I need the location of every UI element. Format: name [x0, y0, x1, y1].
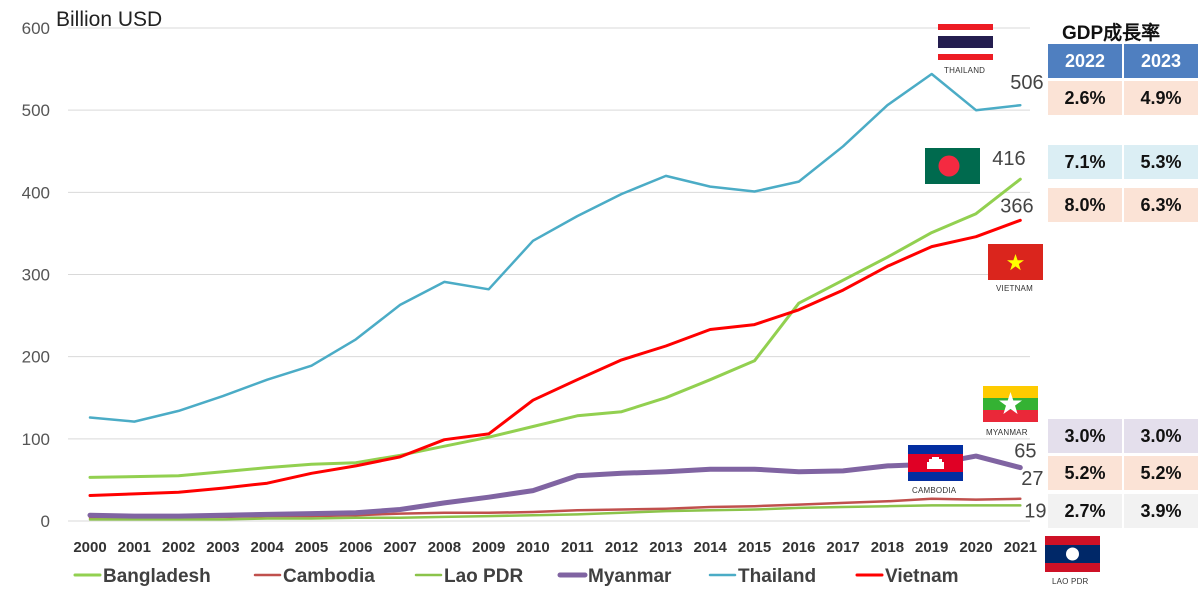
- growth-col-2023-header: 2023: [1124, 44, 1198, 78]
- cambodia-flag-label: CAMBODIA: [912, 486, 957, 495]
- end-data-label: 506: [1010, 72, 1043, 94]
- x-tick-label: 2001: [118, 539, 151, 556]
- growth-cell-2022: 2.6%: [1048, 81, 1122, 115]
- growth-cell-2023: 5.3%: [1124, 145, 1198, 179]
- y-tick-label: 100: [22, 430, 50, 449]
- x-tick-label: 2017: [826, 539, 859, 556]
- x-tick-label: 2011: [561, 539, 594, 556]
- x-tick-label: 2003: [206, 539, 239, 556]
- y-tick-label: 600: [22, 19, 50, 38]
- growth-cell-2022: 5.2%: [1048, 456, 1122, 490]
- growth-cell-2022: 3.0%: [1048, 419, 1122, 453]
- legend-label: Lao PDR: [444, 566, 523, 587]
- end-data-label: 19: [1024, 500, 1046, 522]
- y-tick-label: 0: [41, 512, 50, 531]
- y-tick-label: 200: [22, 348, 50, 367]
- growth-cell-2023: 3.9%: [1124, 494, 1198, 528]
- y-tick-label: 400: [22, 183, 50, 202]
- x-tick-label: 2007: [383, 539, 416, 556]
- legend-label: Bangladesh: [103, 566, 211, 587]
- x-tick-label: 2004: [251, 539, 285, 556]
- thailand-flag-label: THAILAND: [944, 66, 986, 75]
- series-line-lao-pdr: [88, 504, 1022, 521]
- laos-flag-label: LAO PDR: [1052, 577, 1089, 586]
- x-tick-label: 2008: [428, 539, 461, 556]
- growth-cell-2023: 3.0%: [1124, 419, 1198, 453]
- x-tick-label: 2006: [339, 539, 372, 556]
- x-tick-label: 2005: [295, 539, 328, 556]
- legend-label: Thailand: [738, 566, 816, 587]
- x-tick-label: 2013: [649, 539, 682, 556]
- legend-label: Cambodia: [283, 566, 375, 587]
- series-line-bangladesh: [88, 177, 1022, 479]
- myanmar-flag-icon: [983, 386, 1038, 422]
- growth-cell-2023: 5.2%: [1124, 456, 1198, 490]
- growth-col-2022-header: 2022: [1048, 44, 1122, 78]
- myanmar-flag-label: MYANMAR: [986, 428, 1028, 437]
- x-tick-label: 2010: [516, 539, 549, 556]
- end-data-label: 65: [1014, 441, 1036, 463]
- x-tick-label: 2000: [73, 539, 106, 556]
- growth-cell-2023: 4.9%: [1124, 81, 1198, 115]
- legend-label: Vietnam: [885, 566, 959, 587]
- vietnam-flag-icon: [988, 244, 1043, 280]
- x-tick-label: 2019: [915, 539, 948, 556]
- x-tick-label: 2002: [162, 539, 195, 556]
- growth-cell-2023: 6.3%: [1124, 188, 1198, 222]
- growth-cell-2022: 7.1%: [1048, 145, 1122, 179]
- series-line-vietnam: [88, 218, 1022, 497]
- legend-label: Myanmar: [588, 566, 672, 587]
- y-tick-label: 500: [22, 101, 50, 120]
- cambodia-flag-icon: [908, 445, 963, 481]
- growth-table-title: GDP成長率: [1062, 23, 1161, 44]
- laos-flag-icon: [1045, 536, 1100, 572]
- x-tick-label: 2012: [605, 539, 638, 556]
- x-tick-label: 2020: [959, 539, 992, 556]
- thailand-flag-icon: [938, 24, 993, 60]
- y-axis-unit-label: Billion USD: [56, 8, 163, 31]
- x-tick-label: 2014: [694, 539, 728, 556]
- x-tick-label: 2021: [1004, 539, 1037, 556]
- series-line-myanmar: [87, 453, 1023, 519]
- y-tick-label: 300: [22, 265, 50, 284]
- bangladesh-flag-icon: [925, 148, 980, 184]
- end-data-label: 27: [1021, 468, 1043, 490]
- growth-cell-2022: 8.0%: [1048, 188, 1122, 222]
- x-tick-label: 2009: [472, 539, 505, 556]
- series-line-thailand: [88, 72, 1022, 423]
- end-data-label: 366: [1000, 195, 1033, 217]
- x-tick-label: 2018: [871, 539, 904, 556]
- vietnam-flag-label: VIETNAM: [996, 284, 1033, 293]
- x-tick-label: 2015: [738, 539, 771, 556]
- x-tick-label: 2016: [782, 539, 815, 556]
- growth-cell-2022: 2.7%: [1048, 494, 1122, 528]
- end-data-label: 416: [992, 148, 1025, 170]
